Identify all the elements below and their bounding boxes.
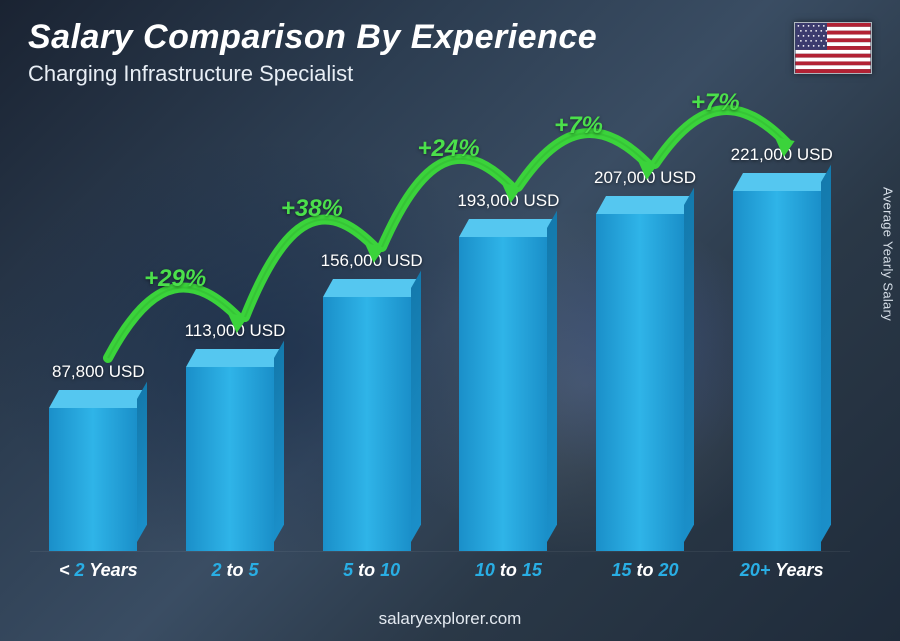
bar [596, 196, 694, 551]
bar-slot: 193,000 USD [440, 191, 577, 551]
y-axis-label: Average Yearly Salary [881, 187, 896, 321]
bar-value-label: 221,000 USD [731, 145, 833, 165]
x-axis-label: 10 to 15 [440, 560, 577, 581]
bar [323, 279, 421, 551]
x-axis-label: < 2 Years [30, 560, 167, 581]
bar-slot: 207,000 USD [577, 168, 714, 551]
bar [186, 349, 284, 551]
bar-value-label: 207,000 USD [594, 168, 696, 188]
bar-value-label: 156,000 USD [321, 251, 423, 271]
x-axis-label: 15 to 20 [577, 560, 714, 581]
bar-slot: 113,000 USD [167, 321, 304, 551]
bar [49, 390, 147, 551]
bar-slot: 221,000 USD [713, 145, 850, 551]
bars-container: 87,800 USD 113,000 USD 156,000 USD 193,000 … [30, 131, 850, 551]
x-axis-label: 2 to 5 [167, 560, 304, 581]
pct-increase-label: +7% [691, 89, 740, 117]
footer-source: salaryexplorer.com [0, 609, 900, 629]
bar-slot: 87,800 USD [30, 362, 167, 551]
page-subtitle: Charging Infrastructure Specialist [28, 61, 597, 87]
x-axis: < 2 Years2 to 55 to 1010 to 1515 to 2020… [30, 551, 850, 581]
header: Salary Comparison By Experience Charging… [28, 18, 597, 87]
x-axis-label: 5 to 10 [303, 560, 440, 581]
page-title: Salary Comparison By Experience [28, 18, 597, 57]
x-axis-label: 20+ Years [713, 560, 850, 581]
us-flag-icon [794, 22, 872, 74]
bar-slot: 156,000 USD [303, 251, 440, 551]
salary-bar-chart: 87,800 USD 113,000 USD 156,000 USD 193,000 … [30, 120, 850, 581]
bar [733, 173, 831, 551]
bar-value-label: 87,800 USD [52, 362, 145, 382]
bar-value-label: 113,000 USD [185, 321, 286, 341]
bar-value-label: 193,000 USD [457, 191, 559, 211]
bar [459, 219, 557, 551]
